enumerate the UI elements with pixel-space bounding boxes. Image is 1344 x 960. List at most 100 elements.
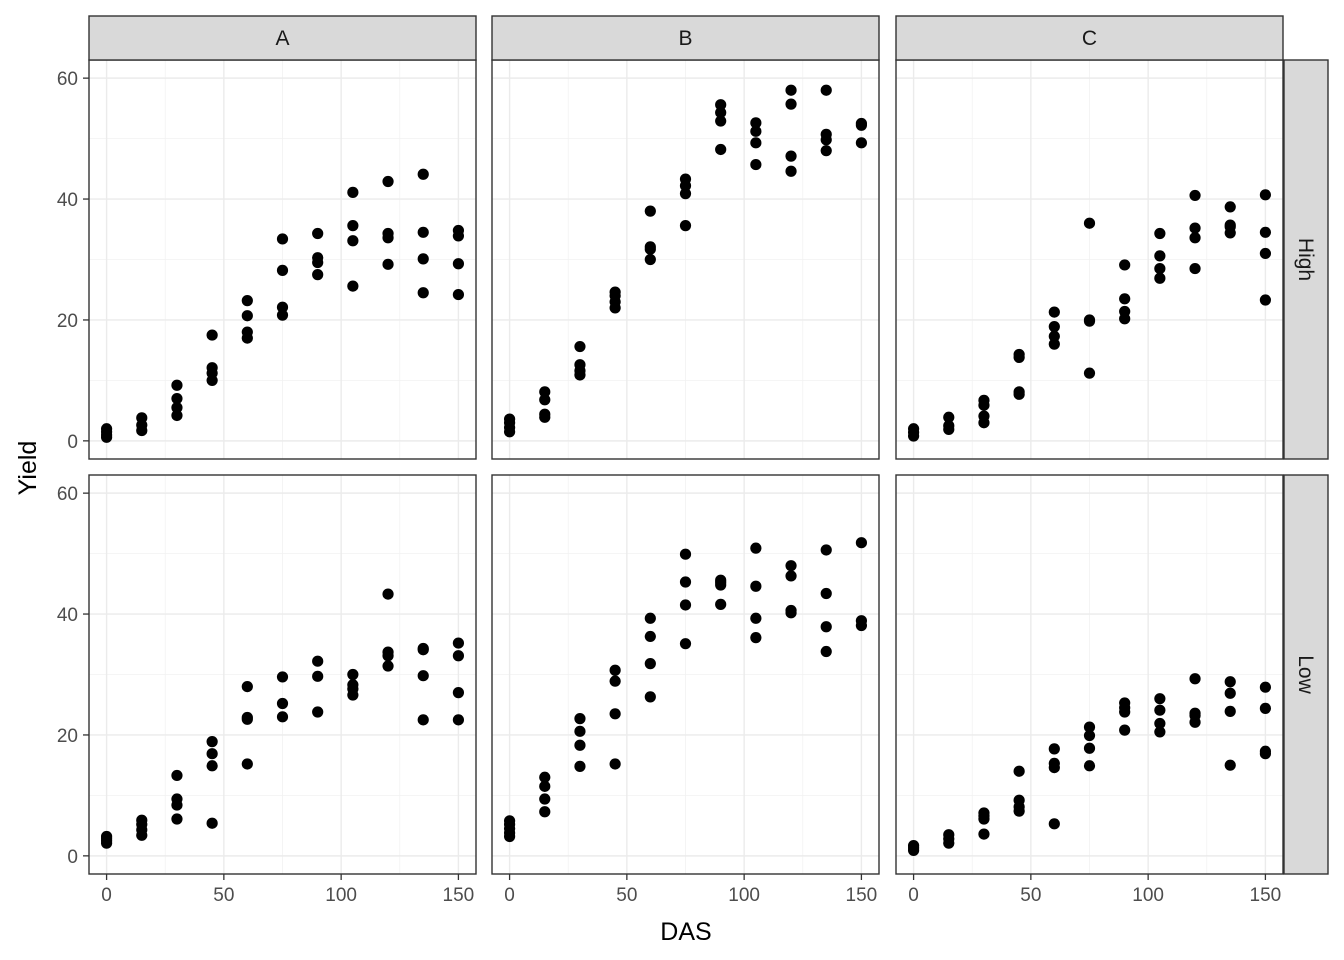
x-axis-A: 0 50 100 150 (101, 874, 474, 906)
panel-A-low (88, 474, 477, 875)
data-point (452, 650, 465, 662)
data-point (1154, 250, 1166, 262)
data-point (452, 714, 465, 726)
strip-label: Low (1294, 655, 1317, 694)
data-point (907, 423, 920, 435)
data-point (820, 544, 832, 556)
strip-label: B (678, 27, 692, 50)
panel-border (895, 474, 1284, 875)
panels-layer (88, 59, 1284, 875)
data-point (382, 660, 394, 672)
y-tick-label: 40 (57, 190, 78, 211)
data-point (785, 98, 797, 110)
data-point (1224, 705, 1236, 717)
data-point (452, 637, 465, 649)
data-point (785, 165, 797, 177)
data-point (241, 711, 253, 724)
data-point (417, 168, 429, 180)
data-point (943, 411, 955, 423)
data-point (100, 423, 113, 435)
data-point (171, 402, 183, 414)
data-point (574, 340, 586, 353)
data-point (206, 817, 218, 829)
data-point (1048, 330, 1060, 342)
data-point (276, 301, 289, 313)
data-point (1224, 759, 1236, 771)
strip-background (88, 15, 477, 61)
data-point (206, 362, 218, 374)
data-point (609, 664, 621, 676)
data-point (241, 295, 253, 307)
data-point (978, 410, 990, 422)
data-point (539, 394, 551, 406)
data-point (609, 708, 621, 720)
data-point (1013, 348, 1025, 361)
data-point (644, 241, 656, 253)
data-point (1013, 794, 1025, 806)
data-point (785, 570, 797, 582)
data-point (644, 205, 656, 217)
data-point (382, 258, 394, 270)
y-axis-high: 0 20 40 60 (57, 69, 89, 453)
data-point (1119, 697, 1131, 709)
data-point (347, 235, 359, 247)
strip-col-B: B (491, 15, 880, 61)
x-tick-label: 100 (1132, 885, 1164, 906)
data-point (785, 560, 797, 572)
x-tick-label: 100 (325, 885, 357, 906)
data-point (347, 186, 359, 198)
data-point (276, 264, 289, 276)
data-point (943, 420, 955, 432)
panel-C-low (895, 474, 1284, 875)
data-point (1259, 294, 1272, 306)
strips-layer: A B C High Low (88, 15, 1329, 875)
data-point (1259, 745, 1272, 757)
data-point (276, 711, 289, 723)
data-point (715, 106, 727, 119)
data-point (855, 615, 868, 627)
data-point (312, 252, 324, 264)
data-point (644, 691, 656, 703)
strip-label: C (1082, 27, 1097, 50)
data-point (978, 807, 990, 819)
data-point (715, 598, 727, 610)
y-tick-label: 60 (57, 69, 78, 90)
data-point (382, 588, 394, 600)
data-point (1083, 729, 1096, 742)
strip-background (895, 15, 1284, 61)
strip-background (1283, 59, 1329, 460)
data-point (644, 658, 656, 670)
data-point (539, 408, 551, 420)
data-point (750, 117, 762, 129)
data-point (715, 99, 727, 111)
data-point (679, 188, 692, 200)
data-point (452, 258, 465, 270)
strip-label: High (1294, 238, 1317, 281)
y-tick-label: 0 (67, 847, 78, 868)
data-point (1189, 262, 1201, 275)
data-point (417, 714, 429, 726)
data-point (1189, 189, 1201, 202)
data-point (785, 604, 797, 617)
data-point (785, 84, 797, 96)
data-point (136, 412, 148, 424)
data-point (855, 117, 868, 130)
data-point (171, 392, 183, 405)
data-point (241, 326, 253, 338)
x-tick-label: 150 (443, 885, 475, 906)
data-point (750, 580, 762, 592)
data-point (417, 287, 429, 299)
data-point (644, 612, 656, 624)
data-point (452, 687, 465, 699)
panel-A-high (88, 59, 477, 460)
data-point (171, 769, 183, 782)
data-point (417, 642, 429, 655)
data-point (715, 574, 727, 586)
data-point (276, 697, 289, 710)
data-point (171, 793, 183, 805)
data-point (1048, 338, 1060, 350)
data-point (382, 646, 394, 658)
x-tick-label: 50 (1020, 885, 1041, 906)
data-point (820, 587, 832, 600)
